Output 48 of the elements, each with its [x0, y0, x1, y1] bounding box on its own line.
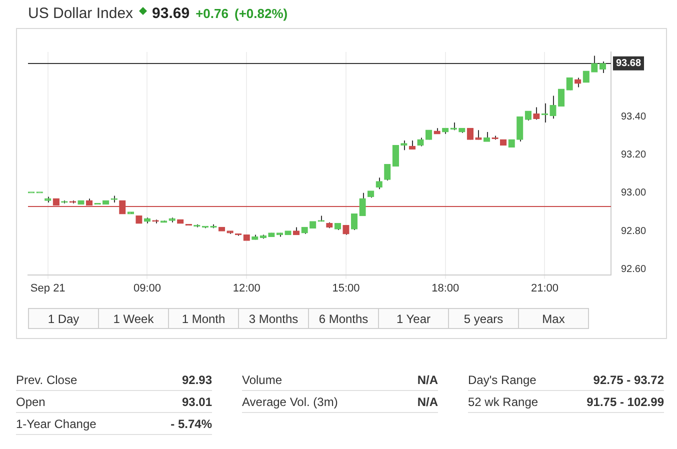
- text: Prev. Close: [16, 373, 78, 387]
- candlestick: [516, 116, 524, 142]
- candlestick: [392, 144, 399, 167]
- y-tick-label: 92.60: [620, 264, 646, 275]
- chart-title: US Dollar Index: [28, 5, 134, 22]
- text: Open: [16, 395, 46, 409]
- x-tick-label: Sep 21: [30, 282, 66, 294]
- text: 3 Months: [238, 308, 309, 329]
- text: Day's Range: [468, 373, 536, 387]
- x-tick-label: 18:00: [432, 282, 460, 294]
- text: 5 years: [448, 308, 519, 329]
- text: 92.93: [182, 373, 212, 387]
- candlestick: [550, 95, 556, 120]
- text: 1 Year: [378, 308, 449, 329]
- candlestick: [350, 213, 358, 231]
- text: N/A: [417, 395, 438, 409]
- text: Average Vol. (3m): [242, 395, 338, 409]
- text: Max: [518, 308, 589, 329]
- text: 1 Week: [98, 308, 169, 329]
- ref-line-label: 93.68: [616, 58, 642, 70]
- y-tick-label: 93.40: [620, 111, 646, 122]
- text: 6 Months: [308, 308, 379, 329]
- candlestick: [582, 70, 590, 83]
- candlestick: [533, 106, 540, 120]
- text: - 5.74%: [170, 417, 212, 431]
- text: Volume: [242, 373, 282, 387]
- x-tick-label: 09:00: [133, 282, 162, 294]
- x-tick-label: 21:00: [530, 282, 558, 294]
- text: 1 Day: [28, 308, 99, 329]
- text: 52 wk Range: [468, 395, 538, 409]
- text: 1 Month: [168, 308, 239, 329]
- chart-subtitle: 93.69 +0.76 (+0.82%): [152, 5, 288, 22]
- candlestick: [574, 77, 582, 88]
- text: 93.01: [182, 395, 212, 409]
- candlestick: [359, 192, 366, 216]
- text: 91.75 - 102.99: [586, 395, 664, 409]
- candlestick: [384, 164, 391, 182]
- y-tick-label: 93.20: [620, 150, 646, 161]
- text: N/A: [417, 373, 438, 387]
- y-tick-label: 93.00: [620, 188, 646, 199]
- candlestick: [558, 88, 565, 107]
- x-tick-label: 12:00: [232, 282, 260, 294]
- candlestick: [566, 77, 573, 91]
- candlestick: [376, 177, 382, 190]
- y-tick-label: 92.80: [620, 226, 646, 237]
- text: 1-Year Change: [16, 417, 96, 431]
- text: 92.75 - 93.72: [593, 373, 664, 387]
- x-tick-label: 15:00: [332, 282, 360, 294]
